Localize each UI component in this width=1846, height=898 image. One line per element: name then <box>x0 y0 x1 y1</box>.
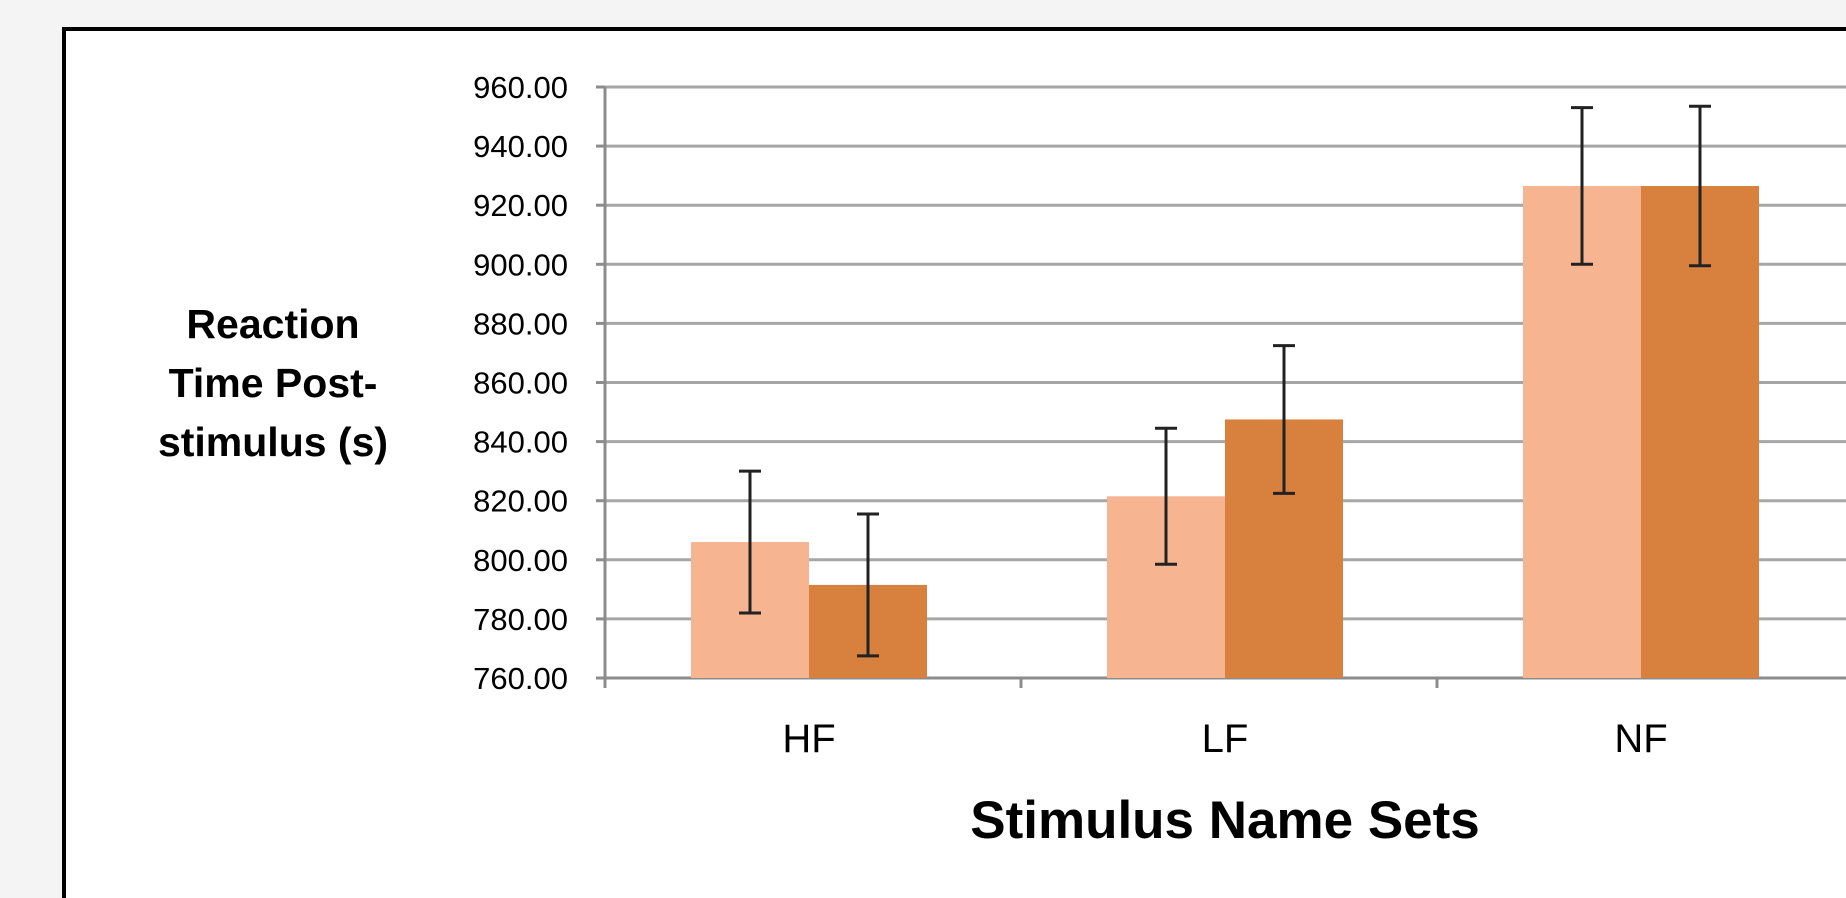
tick-labels: 760.00 780.00 800.00 820.00 840.00 860.00 880.… <box>473 70 1667 761</box>
x-tick-label: LF <box>1202 717 1249 761</box>
y-tick-label: 820.00 <box>473 484 568 519</box>
y-tick-label: 860.00 <box>473 366 568 401</box>
bar <box>1641 185 1759 678</box>
y-axis-title-line-1: Reaction <box>186 301 359 347</box>
y-axis-title-line-2: Time Post- <box>169 360 378 406</box>
x-axis-title: Stimulus Name Sets <box>970 791 1480 850</box>
y-tick-label: 940.00 <box>473 129 568 164</box>
y-tick-label: 900.00 <box>473 247 568 282</box>
x-tick-label: NF <box>1614 717 1667 761</box>
error-bars <box>739 104 1711 658</box>
bar <box>1523 185 1641 678</box>
y-axis-title-line-3: stimulus (s) <box>158 419 388 465</box>
y-tick-label: 780.00 <box>473 602 568 637</box>
y-tick-label: 880.00 <box>473 306 568 341</box>
y-tick-label: 920.00 <box>473 188 568 223</box>
y-tick-label: 760.00 <box>473 661 568 696</box>
y-tick-label: 960.00 <box>473 70 568 105</box>
x-tick-label: HF <box>782 717 835 761</box>
bars <box>691 185 1759 678</box>
y-tick-label: 800.00 <box>473 543 568 578</box>
y-tick-label: 840.00 <box>473 425 568 460</box>
